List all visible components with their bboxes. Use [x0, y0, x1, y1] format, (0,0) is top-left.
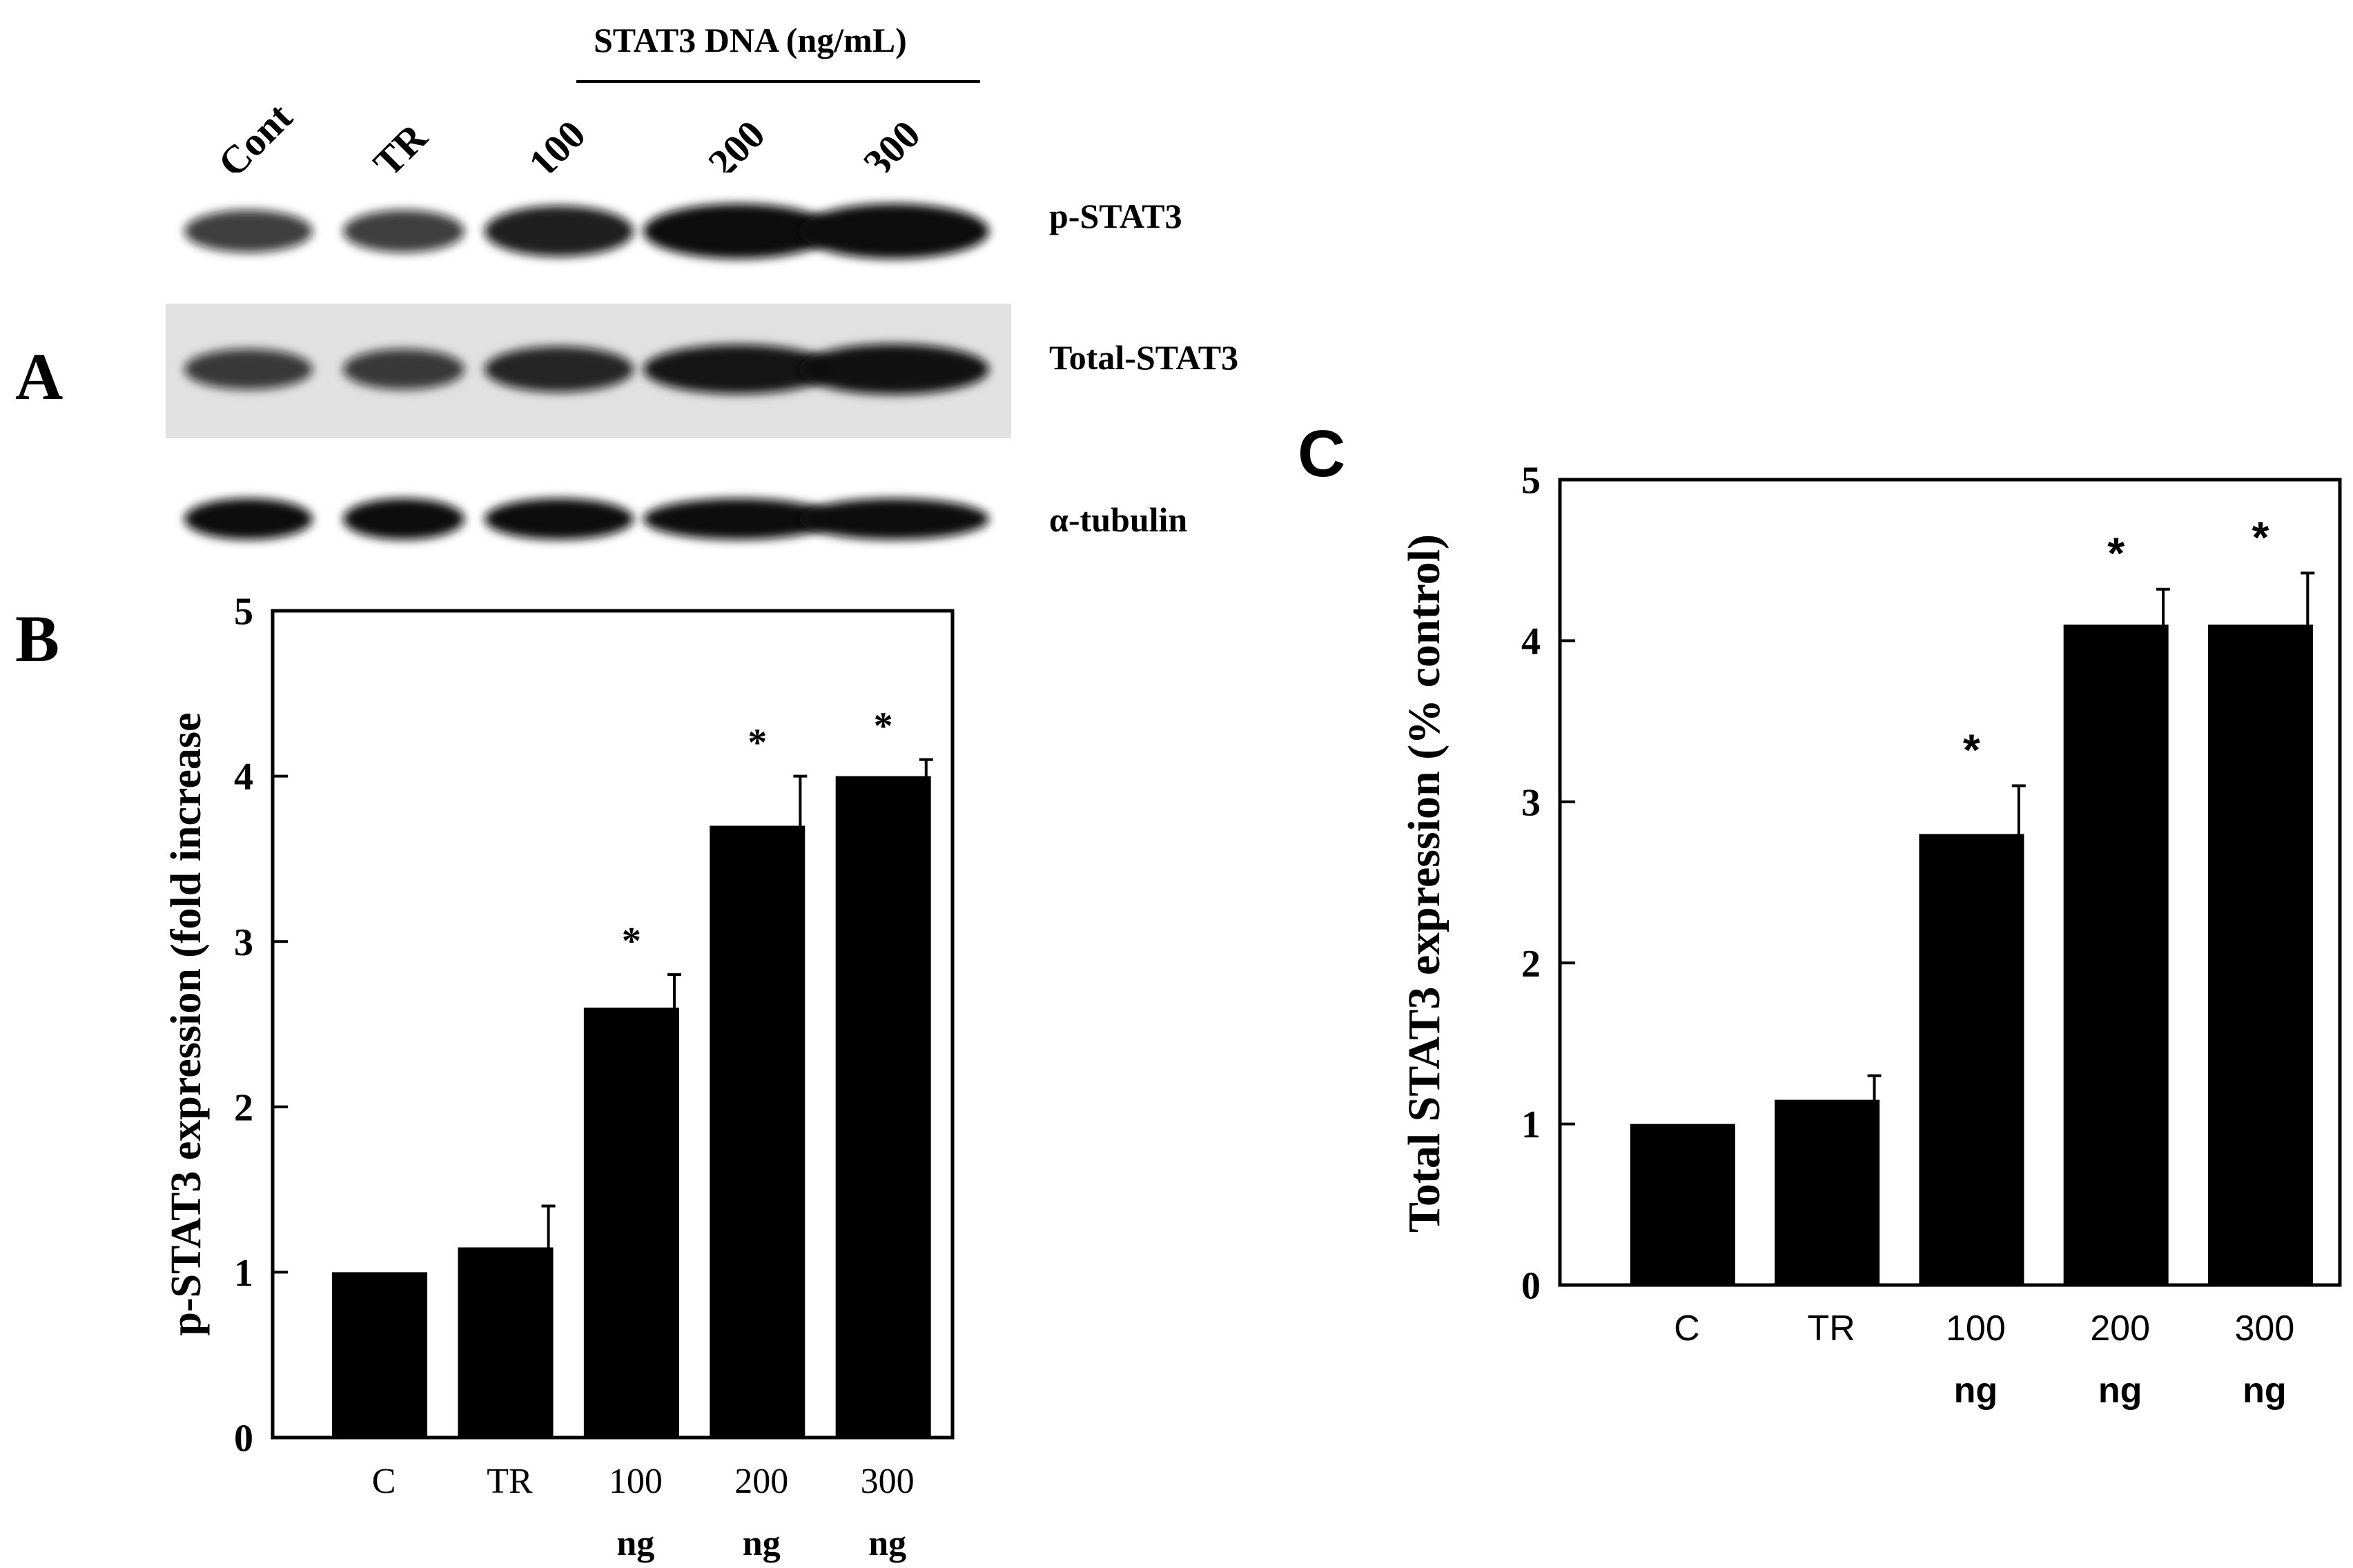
- category-label: 200: [734, 1462, 788, 1501]
- chart-c: 0 1 2 3 4 5 Total STAT3 expression (% control)…: [1399, 460, 2342, 1411]
- category-label: 200: [2090, 1309, 2150, 1349]
- bar: [583, 1008, 679, 1438]
- y-axis-label: p-STAT3 expression (fold increase: [163, 712, 210, 1335]
- category-label: ng: [2243, 1371, 2287, 1411]
- y-tick-label: 3: [234, 921, 253, 964]
- blot-band: [184, 349, 313, 390]
- bar: [710, 825, 806, 1438]
- bar: [2207, 625, 2313, 1285]
- category-label: C: [1674, 1309, 1700, 1349]
- y-axis-label: Total STAT3 expression (% control): [1399, 534, 1449, 1233]
- western-blot: STAT3 DNA (ng/mL) Cont TR 100 200 300 p-STAT…: [166, 21, 1238, 559]
- bar: [1919, 834, 2024, 1285]
- blot-band: [184, 210, 313, 253]
- significance-marker: *: [748, 722, 767, 765]
- blot-row: α-tubulin: [166, 476, 1187, 559]
- category-label: ng: [616, 1524, 654, 1563]
- blot-band: [643, 498, 834, 540]
- bar: [458, 1247, 554, 1438]
- y-tick-label: 0: [234, 1418, 253, 1460]
- category-label: 300: [2235, 1309, 2295, 1349]
- category-label: TR: [487, 1462, 533, 1501]
- bar: [1630, 1124, 1735, 1285]
- y-tick-label: 4: [234, 756, 253, 798]
- y-tick-label: 0: [1521, 1265, 1541, 1308]
- y-tick-label: 1: [234, 1252, 253, 1295]
- blot-band: [485, 498, 634, 540]
- significance-marker: *: [622, 920, 641, 963]
- blot-band: [643, 344, 834, 394]
- treatment-header: STAT3 DNA (ng/mL): [594, 21, 907, 59]
- significance-marker: *: [2252, 512, 2269, 562]
- category-label: ng: [743, 1524, 781, 1563]
- significance-marker: *: [874, 705, 893, 748]
- blot-row: Total-STAT3: [166, 304, 1238, 438]
- lane-labels: Cont TR 100 200 300: [209, 94, 928, 186]
- category-label: C: [372, 1462, 396, 1501]
- category-label: ng: [2098, 1371, 2142, 1411]
- panel-label-a: A: [15, 340, 63, 413]
- panel-label-b: B: [15, 602, 59, 676]
- blot-band: [343, 498, 465, 540]
- category-label: TR: [1807, 1309, 1855, 1349]
- blot-band: [485, 346, 634, 393]
- y-tick-label: 2: [1521, 943, 1541, 986]
- blot-row-label: p-STAT3: [1049, 197, 1182, 235]
- category-label: 100: [609, 1462, 663, 1501]
- blot-row: p-STAT3: [166, 173, 1182, 276]
- y-tick-label: 3: [1521, 781, 1541, 824]
- category-label: ng: [868, 1524, 906, 1563]
- category-label: 300: [861, 1462, 915, 1501]
- bar: [332, 1272, 428, 1438]
- blot-row-label: α-tubulin: [1049, 500, 1187, 539]
- significance-marker: *: [1963, 725, 1980, 774]
- blot-band: [643, 204, 834, 259]
- chart-b: 0 1 2 3 4 5 p-STAT3 expression (fold increase C…: [163, 591, 955, 1563]
- blot-band: [799, 498, 989, 540]
- blot-band: [184, 498, 313, 540]
- blot-band: [485, 206, 634, 257]
- blot-band: [799, 344, 989, 395]
- panel-label-c: C: [1298, 417, 1345, 491]
- bar: [2063, 625, 2169, 1285]
- blot-band: [343, 349, 465, 390]
- significance-marker: *: [2107, 529, 2125, 578]
- y-tick-label: 5: [1521, 460, 1541, 502]
- bar: [1775, 1099, 1880, 1285]
- y-tick-label: 1: [1521, 1104, 1541, 1146]
- category-label: 100: [1946, 1309, 2006, 1349]
- blot-row-label: Total-STAT3: [1049, 338, 1238, 377]
- blot-band: [343, 210, 465, 253]
- y-tick-label: 4: [1521, 620, 1541, 663]
- lane-label: Cont: [209, 94, 301, 186]
- bar: [835, 776, 931, 1438]
- category-label: ng: [1954, 1371, 1998, 1411]
- blot-rows: p-STAT3 Total-STAT3 α-tubulin: [166, 173, 1238, 559]
- y-tick-label: 5: [234, 591, 253, 634]
- y-tick-label: 2: [234, 1086, 253, 1129]
- blot-band: [799, 204, 989, 259]
